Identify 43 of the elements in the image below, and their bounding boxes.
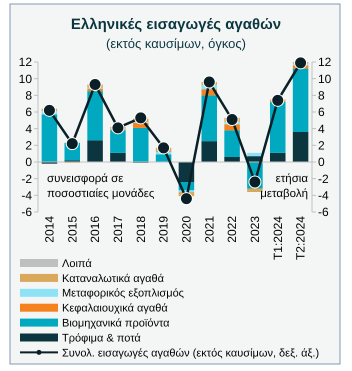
x-tick-label: 2014: [42, 216, 56, 243]
x-tick-label: 2017: [110, 216, 125, 243]
y-tick-label: 0: [25, 155, 32, 170]
x-tick-label: 2023: [248, 216, 262, 243]
legend-label: Βιομηχανικά προϊόντα: [62, 317, 170, 330]
y-tick-label: 12: [18, 55, 32, 70]
y2-tick-label: 10: [318, 72, 332, 86]
y-tick-label: 4: [25, 122, 32, 136]
y-tick-label: -2: [21, 172, 32, 186]
x-tick-label: 2018: [134, 216, 148, 243]
x-tick-label: 2021: [202, 216, 216, 243]
chart-title: Ελληνικές εισαγωγές αγαθών: [70, 16, 282, 33]
y2-tick-label: -2: [318, 172, 329, 186]
annotation: ετήσια μεταβολή: [260, 173, 308, 200]
y2-tick-label: -6: [318, 205, 329, 220]
y2-tick-label: 6: [318, 105, 325, 120]
x-tick-label: 2015: [65, 216, 80, 243]
y-tick-label: 10: [18, 72, 32, 86]
x-tick-label: 2022: [225, 216, 240, 243]
y2-tick-label: 4: [318, 122, 325, 136]
y2-tick-label: -4: [318, 188, 329, 203]
y2-tick-label: 8: [318, 88, 325, 103]
x-tick-label: 2020: [179, 216, 194, 243]
y2-tick-label: 0: [318, 155, 325, 170]
chart-subtitle: (εκτός καυσίμων, όγκος): [106, 36, 246, 51]
legend-label: Καταναλωτικά αγαθά: [62, 272, 165, 285]
x-tick-label: T2:2024: [294, 216, 308, 260]
x-tick-label: 2019: [156, 216, 171, 243]
y-tick-label: -6: [21, 205, 32, 220]
legend-label: Συνολ. εισαγωγές αγαθών (εκτός καυσίμων, δεξ. άξ.): [62, 347, 320, 360]
y2-tick-label: 12: [318, 55, 332, 70]
y2-tick-label: 2: [318, 138, 325, 153]
legend-label: Τρόφιμα & ποτά: [62, 332, 142, 344]
annotation: συνεισφορά σε ποσοστιαίες μονάδες: [47, 173, 155, 200]
legend-label: Λοιπά: [62, 258, 92, 270]
x-tick-label: T1:2024: [270, 216, 285, 260]
legend-label: Μεταφορικός εξοπλισμός: [62, 288, 184, 300]
x-tick-label: 2016: [88, 216, 102, 243]
y-tick-label: -4: [21, 188, 32, 203]
y-tick-label: 2: [25, 138, 32, 153]
y-tick-label: 6: [25, 105, 32, 120]
y-tick-label: 8: [25, 88, 32, 103]
legend-label: Κεφαλαιουχικά αγαθά: [62, 302, 168, 315]
